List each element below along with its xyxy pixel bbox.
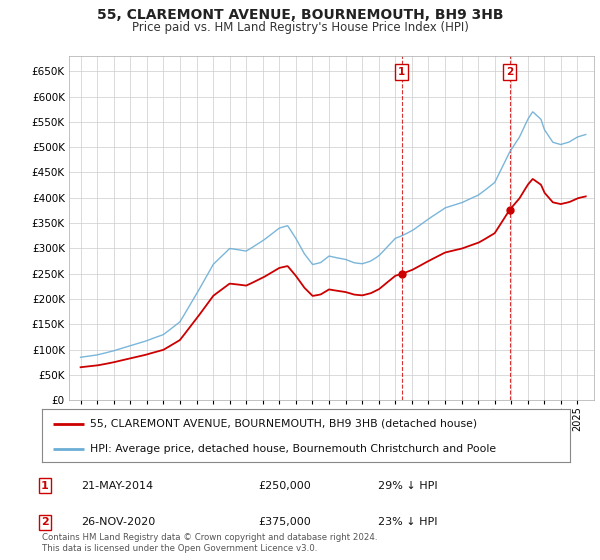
Text: 1: 1 <box>398 67 405 77</box>
Text: 1: 1 <box>41 481 49 491</box>
Text: £375,000: £375,000 <box>258 517 311 527</box>
Text: 2: 2 <box>41 517 49 527</box>
Text: HPI: Average price, detached house, Bournemouth Christchurch and Poole: HPI: Average price, detached house, Bour… <box>89 444 496 454</box>
Text: 55, CLAREMONT AVENUE, BOURNEMOUTH, BH9 3HB (detached house): 55, CLAREMONT AVENUE, BOURNEMOUTH, BH9 3… <box>89 419 476 429</box>
Text: Price paid vs. HM Land Registry's House Price Index (HPI): Price paid vs. HM Land Registry's House … <box>131 21 469 34</box>
Text: 2: 2 <box>506 67 513 77</box>
Text: 23% ↓ HPI: 23% ↓ HPI <box>378 517 437 527</box>
Text: 29% ↓ HPI: 29% ↓ HPI <box>378 481 437 491</box>
Text: 21-MAY-2014: 21-MAY-2014 <box>81 481 153 491</box>
Text: 26-NOV-2020: 26-NOV-2020 <box>81 517 155 527</box>
Text: Contains HM Land Registry data © Crown copyright and database right 2024.
This d: Contains HM Land Registry data © Crown c… <box>42 533 377 553</box>
Text: 55, CLAREMONT AVENUE, BOURNEMOUTH, BH9 3HB: 55, CLAREMONT AVENUE, BOURNEMOUTH, BH9 3… <box>97 8 503 22</box>
Text: £250,000: £250,000 <box>258 481 311 491</box>
